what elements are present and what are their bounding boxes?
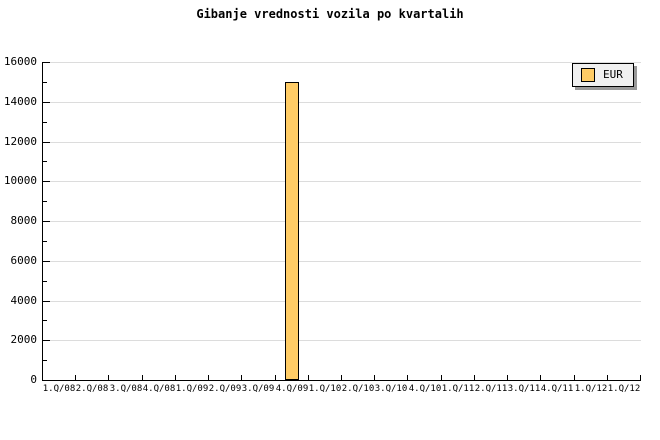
x-axis-tick (108, 375, 109, 380)
y-axis-minor-tick (43, 281, 47, 282)
x-axis-label: 3.Q/09 (241, 384, 275, 394)
y-axis-label: 0 (30, 373, 37, 386)
x-axis-label: 4.Q/09 (275, 384, 309, 394)
x-axis-tick (75, 375, 76, 380)
gridline (43, 102, 641, 103)
x-axis-label: 2.Q/08 (75, 384, 109, 394)
x-axis-tick (374, 375, 375, 380)
y-axis-major-tick (43, 261, 50, 262)
x-axis-tick (640, 375, 641, 380)
y-axis-label: 4000 (10, 294, 38, 307)
y-axis-label: 2000 (10, 333, 38, 346)
y-axis-major-tick (43, 102, 50, 103)
x-axis-tick (241, 375, 242, 380)
y-axis-minor-tick (43, 122, 47, 123)
y-axis-label: 14000 (3, 95, 37, 108)
legend: EUR (572, 63, 634, 87)
y-axis-minor-tick (43, 320, 47, 321)
y-axis-label: 10000 (3, 174, 37, 187)
x-axis-tick (208, 375, 209, 380)
legend-label-eur: EUR (603, 68, 623, 81)
y-axis-minor-tick (43, 161, 47, 162)
x-axis-tick (607, 375, 608, 380)
y-axis-minor-tick (43, 360, 47, 361)
x-axis-label: 3.Q/11 (507, 384, 541, 394)
x-axis-tick (407, 375, 408, 380)
bar-4.Q/09 (285, 82, 299, 380)
y-axis-major-tick (43, 221, 50, 222)
x-axis-label: 1.Q/08 (42, 384, 76, 394)
gridline (43, 261, 641, 262)
gridline (43, 221, 641, 222)
y-axis-major-tick (43, 62, 50, 63)
x-axis-label: 4.Q/11 (540, 384, 574, 394)
y-axis-label: 16000 (3, 55, 37, 68)
gridline (43, 142, 641, 143)
x-axis-tick (540, 375, 541, 380)
y-axis-label: 6000 (10, 254, 38, 267)
x-axis-label: 1.Q/11 (441, 384, 475, 394)
x-axis-label: 2.Q/11 (474, 384, 508, 394)
x-axis-label: 1.Q/10 (308, 384, 342, 394)
y-axis-major-tick (43, 142, 50, 143)
y-axis-major-tick (43, 340, 50, 341)
y-axis-major-tick (43, 181, 50, 182)
x-axis-label: 4.Q/10 (408, 384, 442, 394)
x-axis-label: 1.Q/09 (175, 384, 209, 394)
x-axis-label: 2.Q/10 (341, 384, 375, 394)
y-axis-label: 12000 (3, 135, 37, 148)
y-axis-minor-tick (43, 241, 47, 242)
x-axis-tick (474, 375, 475, 380)
legend-swatch-eur (581, 68, 595, 82)
x-axis-label: 3.Q/08 (109, 384, 143, 394)
x-axis-label: 2.Q/09 (208, 384, 242, 394)
gridline (43, 301, 641, 302)
y-axis-label: 8000 (10, 214, 38, 227)
x-axis-tick (341, 375, 342, 380)
x-axis-tick (574, 375, 575, 380)
x-axis-tick (275, 375, 276, 380)
x-axis-tick (142, 375, 143, 380)
x-axis-label: 1.Q/12 (607, 384, 641, 394)
x-axis-tick (308, 375, 309, 380)
y-axis-minor-tick (43, 82, 47, 83)
x-axis-tick (507, 375, 508, 380)
x-axis-label: 1.Q/12 (574, 384, 608, 394)
x-axis-label: 4.Q/08 (142, 384, 176, 394)
x-axis-tick (441, 375, 442, 380)
gridline (43, 62, 641, 63)
chart-title: Gibanje vrednosti vozila po kvartalih (196, 7, 464, 21)
x-axis-tick (175, 375, 176, 380)
plot-area (42, 62, 641, 381)
y-axis-major-tick (43, 301, 50, 302)
gridline (43, 340, 641, 341)
y-axis-minor-tick (43, 201, 47, 202)
x-axis-label: 3.Q/10 (374, 384, 408, 394)
gridline (43, 181, 641, 182)
